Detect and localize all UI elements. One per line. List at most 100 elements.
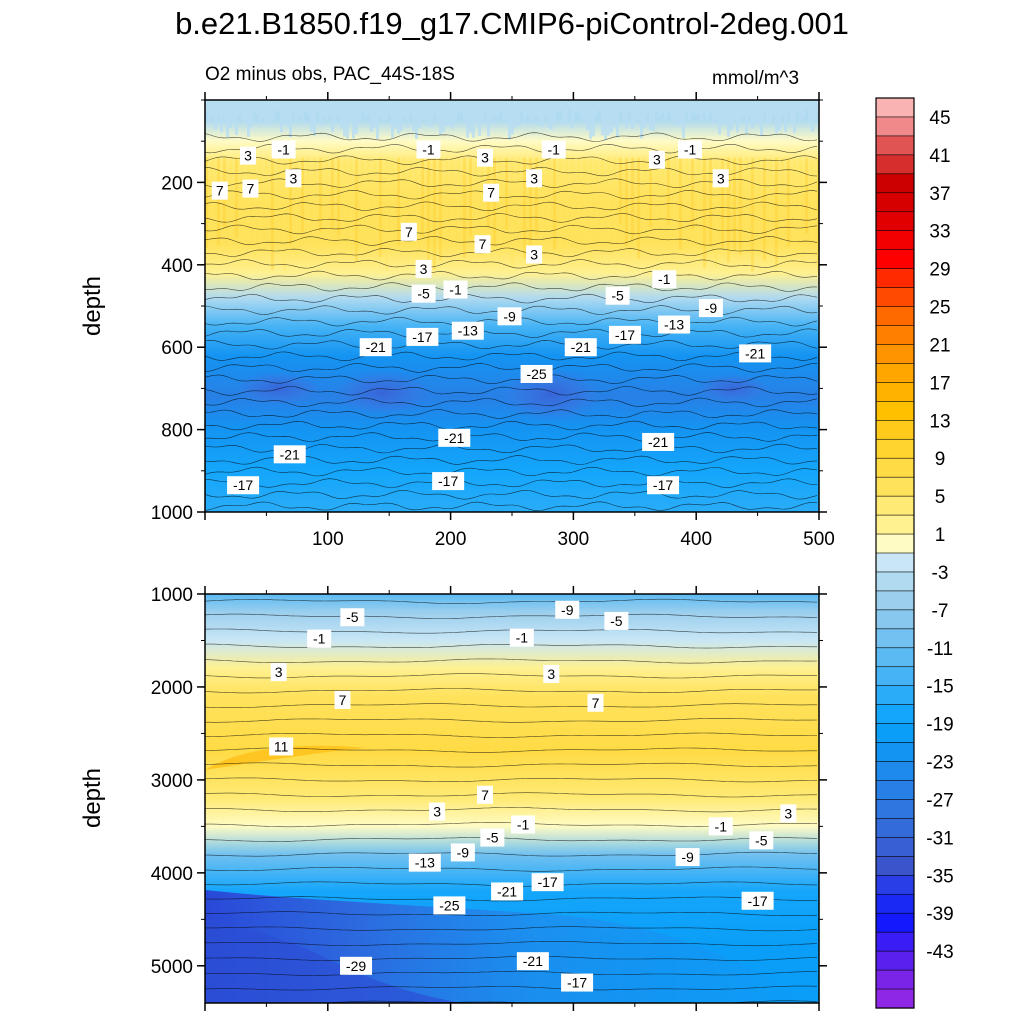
colorbar-swatch	[875, 647, 915, 668]
upper-surface-column	[469, 157, 472, 237]
colorbar-label: 21	[929, 335, 950, 356]
upper-surface-noise	[766, 100, 769, 125]
upper-surface-column	[271, 157, 274, 271]
upper-surface-noise	[757, 100, 760, 124]
contour-label-text: 7	[405, 224, 413, 240]
upper-surface-column	[343, 157, 346, 247]
colorbar-swatch	[875, 856, 915, 876]
upper-surface-column	[811, 157, 814, 240]
upper-surface-noise	[445, 100, 448, 126]
contour-label: 7	[400, 222, 417, 241]
upper-surface-noise	[514, 100, 517, 129]
colorbar-swatch	[875, 685, 915, 706]
contour-label-text: 3	[653, 152, 661, 168]
upper-surface-noise	[280, 100, 283, 133]
upper-surface-column	[607, 157, 610, 244]
upper-surface-noise	[436, 100, 439, 122]
contour-label: 3	[543, 664, 560, 683]
upper-surface-column	[637, 157, 640, 260]
upper-surface-noise	[517, 100, 520, 127]
colorbar-label: -15	[926, 677, 953, 698]
contour-label-box	[675, 848, 700, 867]
contour-label: -25	[520, 364, 553, 383]
contour-line	[205, 911, 818, 916]
upper-surface-column	[787, 157, 790, 247]
contour-label-box	[211, 181, 228, 200]
upper-surface-noise	[670, 100, 673, 118]
contour-line	[205, 732, 817, 738]
contour-label-box	[438, 428, 471, 447]
upper-surface-column	[775, 157, 778, 268]
contour-line	[205, 409, 818, 419]
upper-surface-column	[583, 157, 586, 235]
y-tick-label: 200	[161, 173, 193, 194]
upper-surface-noise	[622, 100, 625, 120]
contour-label: -1	[509, 628, 534, 647]
contour-line	[205, 443, 818, 454]
upper-surface-noise	[616, 100, 619, 138]
contour-label: -1	[443, 280, 468, 299]
upper-surface-noise	[223, 100, 226, 120]
upper-surface-noise	[775, 100, 778, 134]
contour-line	[205, 132, 818, 142]
colorbar-label: 5	[935, 487, 946, 508]
upper-surface-column	[391, 157, 394, 246]
contour-label-text: 7	[479, 236, 487, 252]
contour-label-text: -1	[684, 141, 697, 157]
upper-surface-noise	[289, 100, 292, 138]
upper-surface-column	[397, 157, 400, 246]
contour-label: -17	[741, 891, 774, 910]
upper-surface-noise	[613, 100, 616, 128]
upper-surface-column	[409, 157, 412, 237]
colorbar-swatch	[875, 173, 915, 194]
upper-surface-column	[799, 157, 802, 258]
contour-label-box	[543, 664, 560, 683]
upper-surface-noise	[217, 100, 220, 117]
upper-surface-column	[517, 157, 520, 225]
upper-surface-noise	[751, 100, 754, 129]
upper-surface-noise	[409, 100, 412, 114]
upper-surface-noise	[304, 100, 307, 111]
contour-label-box	[658, 315, 691, 334]
contour-line	[205, 155, 818, 165]
colorbar-label: 9	[935, 449, 946, 470]
contour-line	[205, 397, 818, 408]
upper-surface-column	[703, 157, 706, 269]
upper-surface-column	[709, 157, 712, 247]
contour-label-text: -1	[548, 141, 561, 157]
contour-line	[205, 896, 817, 902]
contour-label-text: -13	[664, 317, 684, 333]
upper-surface-noise	[454, 100, 457, 122]
contour-label-text: 3	[244, 148, 252, 164]
upper-surface-noise	[667, 100, 670, 112]
contour-label-text: -17	[747, 893, 767, 909]
upper-surface-noise	[778, 100, 781, 131]
upper-surface-noise	[685, 100, 688, 113]
colorbar-swatch	[875, 552, 915, 573]
colorbar-swatch	[875, 590, 915, 611]
colorbar-label: -23	[926, 753, 953, 774]
contour-line	[205, 478, 818, 488]
upper-surface-noise	[763, 100, 766, 114]
contour-line	[205, 777, 818, 783]
upper-surface-noise	[556, 100, 559, 113]
upper-surface-noise	[799, 100, 802, 122]
y-tick-label: 1000	[151, 585, 193, 606]
upper-surface-column	[667, 157, 670, 226]
contour-label-box	[433, 896, 466, 915]
upper-surface-noise	[481, 100, 484, 124]
upper-surface-column	[733, 157, 736, 251]
upper-surface-column	[673, 157, 676, 246]
upper-surface-noise	[313, 100, 316, 136]
upper-surface-noise	[235, 100, 238, 135]
upper-surface-noise	[259, 100, 262, 125]
contour-line	[205, 236, 818, 246]
upper-surface-column	[763, 157, 766, 261]
upper-surface-noise	[271, 100, 274, 120]
contour-label: 7	[242, 179, 259, 198]
upper-surface-noise	[238, 100, 241, 116]
contour-label-text: -21	[571, 339, 591, 355]
upper-surface-noise	[640, 100, 643, 139]
upper-surface-noise	[592, 100, 595, 137]
